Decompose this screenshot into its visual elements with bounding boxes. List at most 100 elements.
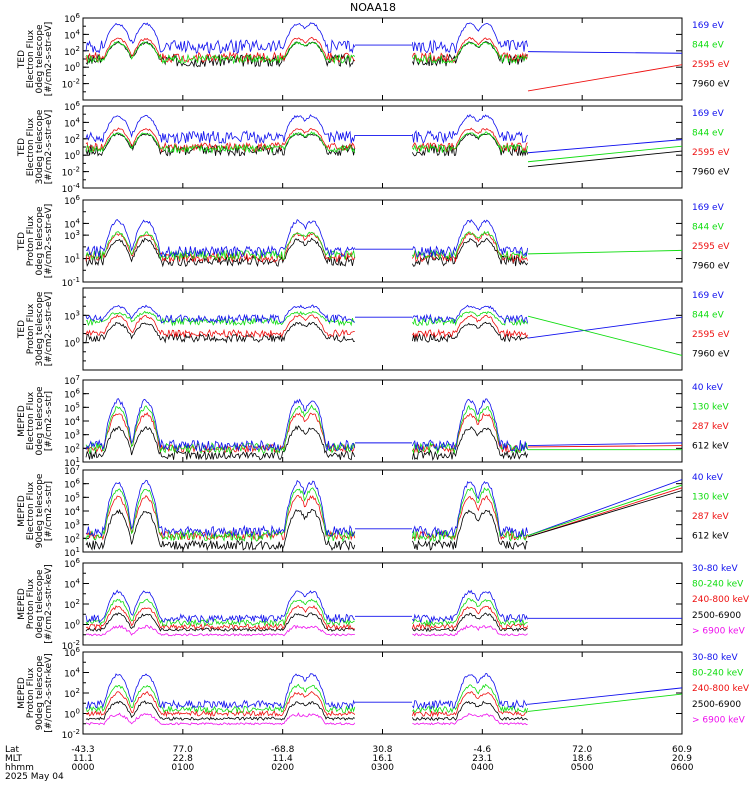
gap-line [527, 442, 683, 447]
gap-line [527, 51, 683, 54]
gap-line [527, 445, 683, 448]
y-tick-label: 104 [64, 578, 80, 591]
y-axis-label: Proton Flux [26, 578, 36, 629]
series-line [85, 624, 528, 637]
legend-entry: 30-80 keV [692, 564, 738, 574]
legend-entry: 30-80 keV [692, 653, 738, 663]
legend-entry: 169 eV [692, 109, 725, 119]
y-tick-label: 105 [64, 491, 80, 504]
footer-hhmm: 0400 [471, 763, 494, 773]
footer-hhmm: 0500 [571, 763, 594, 773]
y-tick-label: 105 [64, 401, 80, 414]
series-line [85, 398, 528, 452]
footer-lat: -43.3 [71, 745, 94, 755]
panel-frame [82, 469, 683, 553]
legend-entry: 287 keV [692, 422, 729, 432]
series-line [85, 404, 528, 455]
y-tick-label: 104 [64, 116, 80, 129]
y-axis-label: Electron Flux [26, 29, 36, 88]
y-tick-label: 100 [64, 61, 80, 74]
y-tick-label: 106 [64, 388, 80, 401]
series-line [85, 230, 528, 261]
footer-lat: 72.0 [572, 745, 592, 755]
y-tick-label: 102 [64, 598, 80, 611]
legend-entry: 2500-6900 [692, 700, 741, 710]
legend-entry: 80-240 keV [692, 580, 744, 590]
y-tick-label: 106 [64, 478, 80, 491]
y-tick-label: 101 [64, 253, 80, 266]
footer-hhmm: 0000 [72, 763, 95, 773]
y-axis-label: Electron Flux [26, 391, 36, 450]
legend-entry: > 6900 keV [692, 715, 746, 725]
gap-line [527, 490, 683, 538]
y-tick-label: 107 [64, 374, 80, 387]
footer-hhmm: 0200 [271, 763, 294, 773]
y-tick-label: 100 [64, 708, 80, 721]
gap-line [527, 316, 683, 339]
footer-row-label: hhmm [5, 763, 34, 773]
y-axis-label: Proton Flux [26, 303, 36, 354]
series-line [85, 598, 528, 627]
footer-lat: -4.6 [474, 745, 492, 755]
legend-entry: 7960 eV [692, 262, 730, 272]
legend-entry: 169 eV [692, 21, 725, 31]
legend-entry: 612 keV [692, 532, 729, 542]
legend-entry: 2595 eV [692, 60, 730, 70]
y-axis-label: [#/cm2-s-str] [44, 481, 54, 541]
y-axis-label: MEPED [17, 588, 27, 620]
y-tick-label: 104 [64, 505, 80, 518]
y-tick-label: 102 [64, 687, 80, 700]
series-line [85, 304, 528, 325]
series-line [85, 22, 528, 55]
legend-entry: 612 keV [692, 442, 729, 452]
y-tick-label: 100 [64, 149, 80, 162]
gap-line [527, 139, 683, 154]
legend-entry: 2595 eV [692, 330, 730, 340]
y-axis-label: [#/cm2-s-str-eV] [44, 110, 54, 185]
panel-frame [82, 562, 683, 646]
y-axis-label: [#/cm2-s-str-eV] [44, 204, 54, 279]
y-axis-label: [#/cm2-s-str-eV] [44, 22, 54, 97]
y-axis-label: 30deg telescope [35, 291, 45, 366]
series-line [85, 314, 528, 339]
footer-mlt: 11.4 [273, 754, 293, 764]
footer-row-label: 2025 May 04 [5, 772, 64, 782]
gap-line [527, 484, 683, 537]
y-tick-label: 10-1 [62, 276, 80, 289]
series-line [85, 700, 528, 721]
y-tick-label: 10-2 [62, 728, 80, 741]
y-axis-label: 90deg telescope [35, 655, 45, 730]
series-line [85, 612, 528, 633]
gap-line [527, 693, 683, 712]
y-axis-label: 0deg telescope [35, 24, 45, 94]
y-tick-label: 100 [64, 337, 80, 350]
y-axis-label: TED [17, 50, 27, 69]
y-axis-label: [#/cm2-s-str] [44, 391, 54, 451]
panel-frame [82, 651, 683, 735]
legend-entry: 7960 eV [692, 80, 730, 90]
y-axis-label: Proton Flux [26, 667, 36, 718]
legend-entry: 844 eV [692, 41, 725, 51]
y-axis-label: Electron Flux [26, 117, 36, 176]
legend-entry: 240-800 keV [692, 684, 750, 694]
y-tick-label: 104 [64, 667, 80, 680]
series-line [85, 127, 528, 153]
series-line [85, 113, 528, 145]
y-tick-label: 103 [64, 519, 80, 532]
y-tick-label: 102 [64, 532, 80, 545]
series-line [85, 131, 528, 154]
legend-entry: 844 eV [692, 223, 725, 233]
y-axis-label: 0deg telescope [35, 206, 45, 276]
legend-entry: 130 keV [692, 493, 729, 503]
series-line [85, 479, 528, 538]
footer-hhmm: 0100 [171, 763, 194, 773]
y-axis-label: TED [17, 320, 27, 339]
y-axis-label: [#/cm2-s-str-keV] [44, 653, 54, 732]
y-axis-label: MEPED [17, 677, 27, 709]
legend-entry: 844 eV [692, 129, 725, 139]
footer-mlt: 22.8 [173, 754, 193, 764]
figure-title: NOAA18 [350, 1, 396, 14]
y-axis-label: MEPED [17, 495, 27, 527]
